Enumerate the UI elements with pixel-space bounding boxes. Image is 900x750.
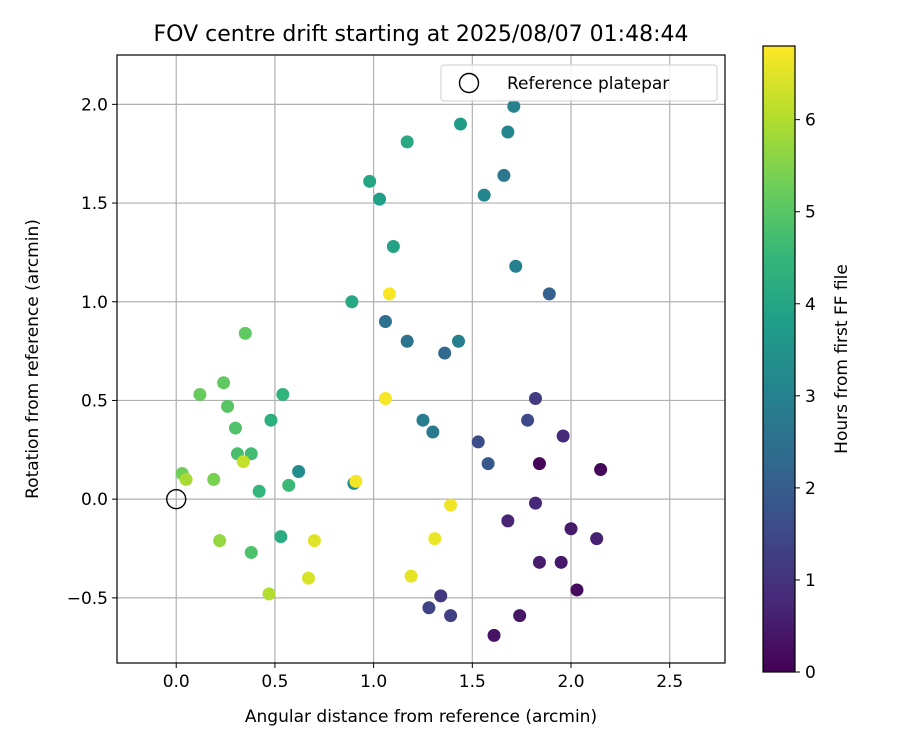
scatter-point: [532, 555, 546, 569]
scatter-point: [532, 457, 546, 471]
legend-marker-reference: [458, 72, 480, 94]
scatter-point: [434, 589, 448, 603]
scatter-point: [481, 457, 495, 471]
colorbar-tick-label: 2: [805, 479, 816, 499]
scatter-point: [564, 522, 578, 536]
colorbar: [762, 45, 796, 673]
colorbar-tick-label: 0: [805, 663, 816, 683]
scatter-point: [426, 425, 440, 439]
scatter-point: [444, 498, 458, 512]
scatter-point: [274, 530, 288, 544]
scatter-point: [416, 413, 430, 427]
scatter-point: [228, 421, 242, 435]
y-axis-ticks: −0.5 0.0 0.5 1.0 1.5 2.0: [67, 95, 117, 609]
data-points: [166, 99, 608, 642]
scatter-point: [521, 413, 535, 427]
scatter-point: [404, 569, 418, 583]
colorbar-ticks: 0 1 2 3 4 5 6: [795, 111, 816, 683]
y-tick-label: 2.0: [81, 95, 108, 115]
scatter-point: [349, 474, 363, 488]
x-tick-label: 2.5: [656, 672, 683, 692]
scatter-point: [542, 287, 556, 301]
scatter-point: [477, 188, 491, 202]
scatter-point: [507, 99, 521, 113]
chart-title: FOV centre drift starting at 2025/08/07 …: [154, 22, 689, 47]
colorbar-label: Hours from first FF file: [832, 264, 852, 454]
x-tick-label: 1.5: [459, 672, 486, 692]
scatter-point: [400, 334, 414, 348]
scatter-point: [590, 532, 604, 546]
colorbar-tick-label: 5: [805, 203, 816, 223]
scatter-point: [509, 259, 523, 273]
scatter-point: [501, 125, 515, 139]
scatter-point: [594, 463, 608, 477]
x-tick-label: 2.0: [558, 672, 585, 692]
scatter-point: [497, 168, 511, 182]
scatter-point: [554, 555, 568, 569]
scatter-point: [236, 455, 250, 469]
colorbar-tick-label: 1: [805, 571, 816, 591]
scatter-point: [528, 391, 542, 405]
scatter-point: [221, 399, 235, 413]
scatter-point: [244, 447, 258, 461]
x-tick-label: 0.0: [163, 672, 190, 692]
plot-area-frame: [116, 54, 726, 664]
scatter-point: [193, 388, 207, 402]
legend-label-reference: Reference platepar: [507, 74, 669, 94]
scatter-point: [487, 628, 501, 642]
x-axis-label: Angular distance from reference (arcmin): [245, 707, 597, 727]
legend-box: [440, 64, 718, 102]
x-tick-label: 0.5: [261, 672, 288, 692]
y-tick-label: 0.0: [81, 490, 108, 510]
scatter-point: [444, 609, 458, 623]
scatter-point: [213, 534, 227, 548]
scatter-point: [217, 376, 231, 390]
scatter-point: [422, 601, 436, 615]
y-axis-label: Rotation from reference (arcmin): [23, 219, 43, 499]
y-tick-label: 0.5: [81, 391, 108, 411]
scatter-point: [386, 239, 400, 253]
y-tick-label: 1.5: [81, 194, 108, 214]
scatter-point: [378, 314, 392, 328]
scatter-point: [179, 472, 193, 486]
scatter-point: [307, 534, 321, 548]
scatter-point: [238, 326, 252, 340]
scatter-point: [570, 583, 584, 597]
scatter-point: [400, 135, 414, 149]
scatter-point: [292, 465, 306, 479]
grid-lines: [117, 55, 725, 663]
scatter-point: [453, 117, 467, 131]
scatter-point: [528, 496, 542, 510]
scatter-point: [438, 346, 452, 360]
scatter-point: [373, 192, 387, 206]
x-tick-label: 1.0: [360, 672, 387, 692]
scatter-point: [501, 514, 515, 528]
y-tick-label: −0.5: [67, 589, 108, 609]
scatter-point: [428, 532, 442, 546]
scatter-point: [345, 295, 359, 309]
scatter-point: [382, 287, 396, 301]
scatter-point: [378, 391, 392, 405]
reference-platepar-marker: [166, 488, 187, 510]
scatter-point: [363, 174, 377, 188]
scatter-point: [262, 587, 276, 601]
x-axis-ticks: 0.0 0.5 1.0 1.5 2.0 2.5: [163, 663, 683, 692]
scatter-point: [301, 571, 315, 585]
scatter-point: [452, 334, 466, 348]
y-tick-label: 1.0: [81, 293, 108, 313]
legend: Reference platepar: [440, 64, 718, 102]
scatter-point: [252, 484, 266, 498]
scatter-point: [244, 545, 258, 559]
scatter-point: [276, 388, 290, 402]
scatter-point: [556, 429, 570, 443]
scatter-point: [513, 609, 527, 623]
scatter-point: [471, 435, 485, 449]
colorbar-tick-label: 4: [805, 295, 816, 315]
scatter-point: [282, 478, 296, 492]
scatter-point: [264, 413, 278, 427]
colorbar-tick-label: 6: [805, 111, 816, 131]
colorbar-tick-label: 3: [805, 387, 816, 407]
scatter-point: [207, 472, 221, 486]
